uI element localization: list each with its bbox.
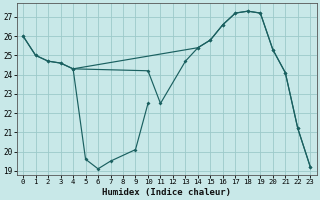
X-axis label: Humidex (Indice chaleur): Humidex (Indice chaleur): [102, 188, 231, 197]
